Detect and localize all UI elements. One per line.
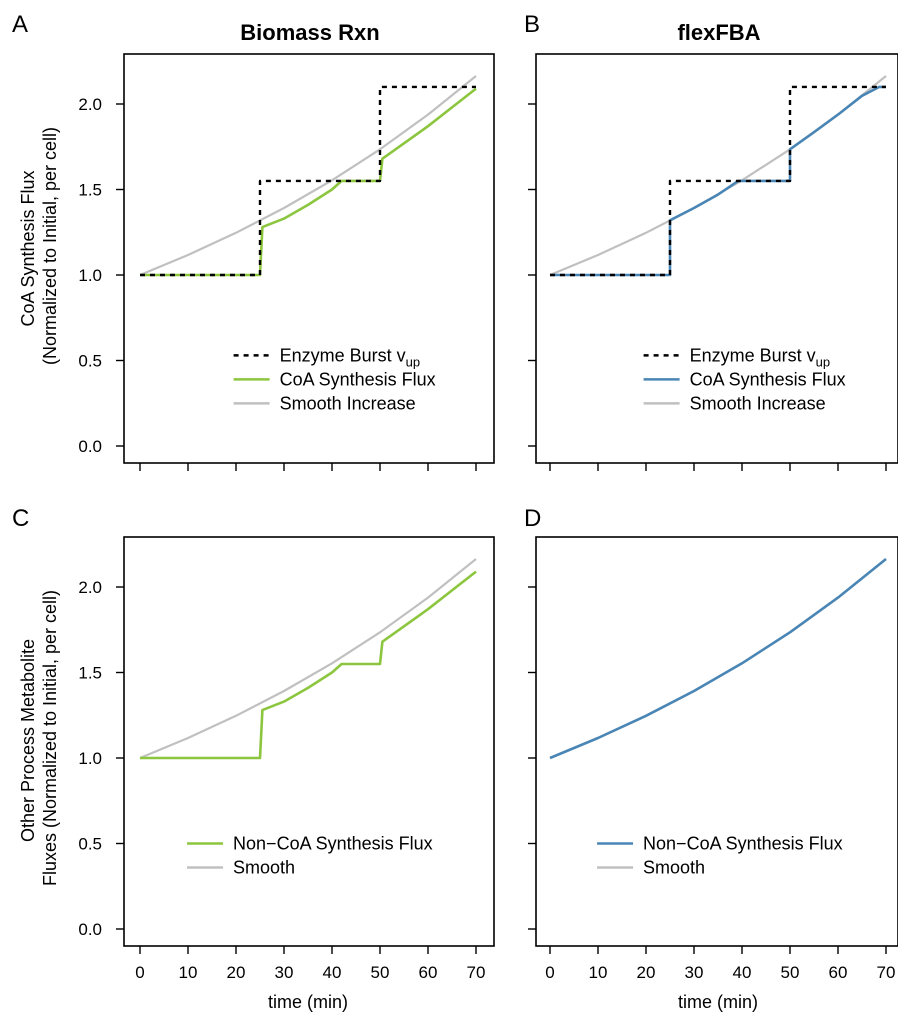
- plot-frame: [535, 536, 898, 947]
- series-line-enzyme-burst-v: [550, 85, 886, 277]
- plot-frame: [535, 53, 898, 464]
- x-tick-label: 60: [829, 963, 848, 982]
- x-tick-label: 0: [135, 963, 144, 982]
- x-tick-label: 60: [419, 963, 438, 982]
- y-tick-label: 1.5: [78, 181, 102, 200]
- legend-label: Enzyme Burst vup: [280, 345, 421, 369]
- column-title-biomass: Biomass Rxn: [240, 20, 379, 45]
- panel-label-d: D: [524, 505, 541, 532]
- y-axis-title-bottom-line2: Fluxes (Normalized to Initial, per cell): [40, 590, 60, 886]
- y-tick-label: 1.5: [78, 664, 102, 683]
- x-tick-label: 50: [781, 963, 800, 982]
- plot-frame: [123, 53, 495, 464]
- y-tick-label: 2.0: [78, 95, 102, 114]
- x-tick-label: 40: [733, 963, 752, 982]
- y-tick-label: 0.0: [78, 437, 102, 456]
- panel-d: D 0 10 20 30 40 50 60 70 time (min) Non−CoA Synthe…: [524, 505, 898, 1012]
- y-tick-label: 1.0: [78, 749, 102, 768]
- legend-label-subscript: up: [816, 354, 830, 369]
- x-tick-label: 70: [467, 963, 486, 982]
- y-tick-label: 1.0: [78, 266, 102, 285]
- x-axis-title: time (min): [678, 992, 758, 1012]
- series-line-smooth: [549, 558, 887, 760]
- panel-c: C 0.0 0.5 1.0 1.5 2.0 0 10 20 30 40 50 60 70 time (min…: [12, 505, 495, 1012]
- y-tick-label: 0.5: [78, 352, 102, 371]
- legend-label: Smooth Increase: [280, 393, 416, 413]
- x-tick-label: 70: [877, 963, 896, 982]
- series-line-smooth-increase: [139, 75, 477, 277]
- y-axis-title-top-line1: CoA Synthesis Flux: [18, 170, 38, 326]
- legend-label: CoA Synthesis Flux: [690, 369, 846, 389]
- column-title-flexfba: flexFBA: [677, 20, 760, 45]
- y-axis-title-top: CoA Synthesis Flux (Normalized to Initia…: [18, 127, 60, 365]
- panel-label-a: A: [12, 11, 28, 38]
- x-tick-label: 20: [637, 963, 656, 982]
- legend-label: Smooth: [233, 858, 295, 878]
- plot-frame: [123, 536, 495, 947]
- y-tick-label: 0.5: [78, 835, 102, 854]
- x-tick-label: 10: [179, 963, 198, 982]
- x-tick-label: 0: [545, 963, 554, 982]
- series-line-non-coa-synthesis-flux: [140, 570, 477, 760]
- legend-label-subscript: up: [406, 354, 420, 369]
- x-tick-label: 20: [227, 963, 246, 982]
- y-axis-title-top-line2: (Normalized to Initial, per cell): [40, 127, 60, 365]
- x-tick-label: 10: [589, 963, 608, 982]
- series-line-smooth-increase: [549, 75, 887, 277]
- y-axis-title-bottom-line1: Other Process Metabolite: [18, 639, 38, 842]
- series-line-non-coa-synthesis-flux: [549, 557, 887, 760]
- x-axis-title: time (min): [268, 992, 348, 1012]
- panel-label-c: C: [12, 505, 29, 532]
- legend-label: Smooth: [643, 858, 705, 878]
- series-line-coa-synthesis-flux: [140, 87, 477, 277]
- series-line-smooth: [139, 558, 477, 760]
- legend-label: Smooth Increase: [690, 393, 826, 413]
- y-axis-title-bottom: Other Process Metabolite Fluxes (Normali…: [18, 590, 60, 886]
- series-line-enzyme-burst-v: [140, 85, 476, 277]
- x-tick-label: 30: [685, 963, 704, 982]
- y-tick-label: 0.0: [78, 920, 102, 939]
- y-tick-label: 2.0: [78, 578, 102, 597]
- legend-label: Non−CoA Synthesis Flux: [233, 834, 433, 854]
- legend-label: Non−CoA Synthesis Flux: [643, 834, 843, 854]
- legend-label: Enzyme Burst vup: [690, 345, 831, 369]
- x-tick-label: 40: [323, 963, 342, 982]
- x-tick-label: 50: [371, 963, 390, 982]
- legend-label: CoA Synthesis Flux: [280, 369, 436, 389]
- x-tick-label: 30: [275, 963, 294, 982]
- panel-label-b: B: [524, 11, 540, 38]
